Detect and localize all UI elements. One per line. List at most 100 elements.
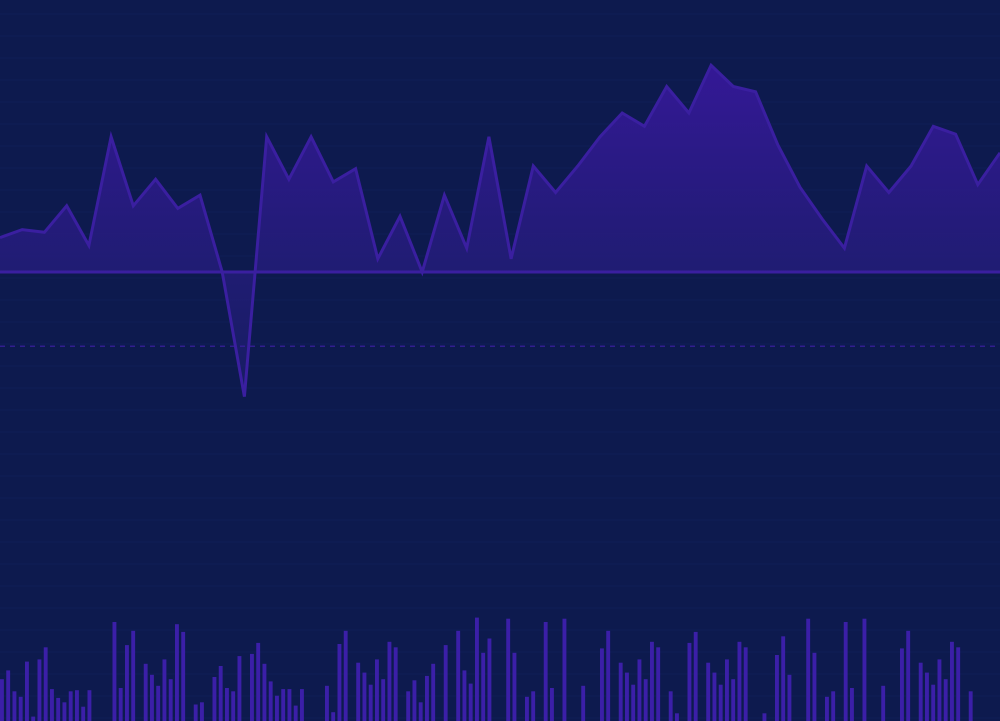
bar <box>693 631 698 721</box>
bar <box>193 704 198 721</box>
bar <box>175 624 179 721</box>
bar-series <box>0 617 973 721</box>
bar <box>650 641 654 721</box>
bar <box>606 630 611 721</box>
bar <box>281 689 286 721</box>
bar <box>468 683 473 721</box>
bar <box>381 679 386 721</box>
bar <box>412 680 417 721</box>
bar <box>337 644 342 721</box>
bar <box>275 695 279 721</box>
bar <box>731 679 736 721</box>
bar <box>943 679 948 721</box>
bar <box>368 684 373 721</box>
area-line <box>0 62 1000 397</box>
bar <box>418 702 423 721</box>
bar <box>81 706 86 721</box>
bar <box>718 684 723 721</box>
bar <box>37 659 42 721</box>
bar <box>212 677 217 721</box>
bar <box>806 618 811 721</box>
bar <box>775 655 779 721</box>
grid-lines <box>0 13 1000 719</box>
bar <box>331 712 336 721</box>
bar <box>906 630 911 721</box>
bar <box>456 630 461 721</box>
bar <box>900 648 904 721</box>
bar <box>387 641 392 721</box>
bar <box>581 685 586 721</box>
bar <box>831 691 836 721</box>
bar <box>143 663 148 721</box>
bar <box>725 659 729 721</box>
bar <box>850 688 854 721</box>
bar <box>231 691 236 721</box>
bar <box>68 691 73 721</box>
area-series <box>0 62 1000 397</box>
bar <box>112 622 117 721</box>
bar <box>550 688 554 721</box>
bar <box>237 656 242 721</box>
bar <box>0 679 4 721</box>
bar <box>162 659 167 721</box>
bar <box>50 689 54 721</box>
bar <box>956 647 961 721</box>
bar <box>543 622 548 721</box>
bar <box>181 631 186 721</box>
bar <box>406 691 411 721</box>
bar <box>425 675 429 721</box>
bar <box>31 716 36 721</box>
bar <box>562 618 567 721</box>
bar <box>12 691 17 721</box>
bar <box>668 691 673 721</box>
bar <box>762 713 767 721</box>
bar <box>343 630 348 721</box>
bar <box>737 641 742 721</box>
bar <box>25 661 29 721</box>
bar <box>131 630 136 721</box>
bar <box>787 674 792 721</box>
bar <box>156 685 161 721</box>
bar <box>362 672 367 721</box>
bar <box>843 622 848 721</box>
bar <box>656 647 661 721</box>
bar <box>481 652 486 721</box>
bar <box>618 662 623 721</box>
bar <box>825 696 829 721</box>
bar <box>325 685 329 721</box>
bar <box>631 684 636 721</box>
bar <box>118 688 123 721</box>
bar <box>675 713 679 721</box>
bar <box>918 662 923 721</box>
reference-lines <box>0 270 1000 347</box>
bar <box>781 636 786 721</box>
bar <box>968 691 973 721</box>
bar <box>168 679 173 721</box>
bar <box>812 652 817 721</box>
area-fill <box>0 65 1000 397</box>
bar <box>62 702 67 721</box>
bar <box>87 690 92 721</box>
bar <box>443 645 448 721</box>
bar <box>637 659 642 721</box>
bar <box>56 697 61 721</box>
bar <box>712 672 717 721</box>
bar <box>937 659 942 721</box>
bar <box>931 684 936 721</box>
bar <box>625 672 629 721</box>
bar <box>18 696 23 721</box>
bar <box>706 662 711 721</box>
bar <box>600 648 604 721</box>
bar <box>512 652 517 721</box>
bar <box>293 705 298 721</box>
bar <box>506 618 511 721</box>
bar <box>125 645 129 721</box>
bar <box>531 691 536 721</box>
bar <box>262 663 267 721</box>
bar <box>393 647 398 721</box>
bar <box>225 688 229 721</box>
bar <box>268 681 273 721</box>
bar <box>431 663 436 721</box>
